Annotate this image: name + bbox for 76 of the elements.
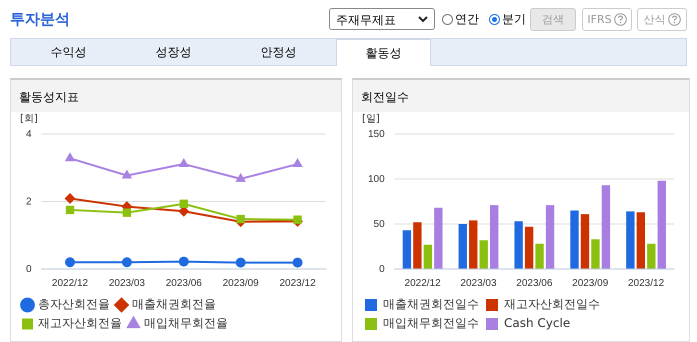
legend-label: 매출채권회전일수 — [383, 297, 479, 312]
text: 안정성 — [260, 44, 298, 61]
text: 활동성 — [336, 39, 431, 66]
text: 검색 — [530, 8, 576, 31]
bar — [458, 224, 467, 268]
point — [236, 214, 245, 224]
x-tick-label: 2023/03 — [460, 278, 497, 289]
y-tick-label: 0 — [26, 264, 32, 275]
text: 수익성 — [50, 44, 88, 61]
x-tick-label: 2023/03 — [108, 278, 146, 289]
bar — [424, 244, 432, 268]
legend-label: 매출채권회전율 — [132, 297, 216, 312]
legend-label: 재고자산회전일수 — [504, 297, 600, 312]
bar — [636, 212, 646, 268]
legend-label: 매입채무회전율 — [144, 316, 228, 330]
bar — [490, 205, 498, 268]
bar — [626, 211, 635, 268]
text: 투자분석 — [10, 10, 70, 29]
bar — [658, 180, 666, 268]
x-tick-label: 2023/12 — [279, 278, 316, 289]
bar — [413, 222, 422, 268]
text: 산식 — [644, 12, 666, 27]
x-tick-label: 2022/12 — [404, 278, 442, 289]
x-tick-label: 2023/12 — [628, 278, 665, 289]
x-tick-label: 2023/06 — [166, 278, 202, 289]
text: 분기 — [502, 11, 526, 28]
point — [236, 258, 246, 268]
x-tick-label: 2023/06 — [516, 278, 553, 289]
point — [292, 258, 303, 268]
point — [122, 208, 132, 217]
point — [66, 153, 74, 162]
point — [65, 257, 76, 268]
bar — [535, 244, 544, 268]
point — [179, 159, 188, 168]
x-tick-label: 2022/12 — [52, 278, 89, 289]
y-tick-label: 2 — [26, 196, 32, 208]
bar — [591, 239, 600, 268]
chart-title: 활동성지표 — [11, 80, 341, 112]
y-tick-label: 0 — [379, 264, 386, 275]
bar — [570, 210, 579, 268]
text: 연간 — [455, 11, 479, 28]
point — [236, 174, 246, 182]
point — [180, 200, 188, 208]
bar — [469, 220, 478, 268]
point — [178, 256, 189, 267]
point — [122, 257, 132, 268]
text: 성장성 — [154, 44, 192, 61]
point — [122, 170, 132, 179]
x-tick-label: 2023/09 — [572, 278, 609, 289]
y-tick-label: 50 — [374, 218, 386, 230]
bar — [602, 185, 610, 268]
legend-label: 재고자산회전율 — [38, 316, 122, 330]
text: 주재무제표 — [329, 8, 435, 30]
point — [65, 193, 76, 204]
bar — [402, 230, 412, 268]
bar — [434, 208, 443, 268]
point — [293, 159, 302, 168]
point — [66, 206, 74, 214]
bar — [524, 226, 534, 268]
y-axis-title: [일] — [362, 114, 380, 125]
point — [293, 216, 302, 224]
legend-label: 매입채무회전일수 — [383, 316, 479, 330]
y-tick-label: 150 — [368, 128, 386, 140]
bar — [480, 240, 488, 268]
x-tick-label: 2023/09 — [222, 278, 260, 289]
legend-label: Cash Cycle — [504, 316, 570, 330]
chart-title: 회전일수 — [353, 80, 689, 112]
bar — [580, 214, 590, 268]
legend-label: 총자산회전율 — [38, 297, 110, 312]
bar — [647, 244, 656, 268]
bar — [546, 205, 554, 268]
y-tick-label: 100 — [368, 174, 386, 185]
bar — [514, 221, 523, 268]
y-tick-label: 4 — [26, 128, 32, 140]
text: IFRS — [587, 13, 612, 26]
y-axis-title: [회] — [20, 114, 38, 125]
